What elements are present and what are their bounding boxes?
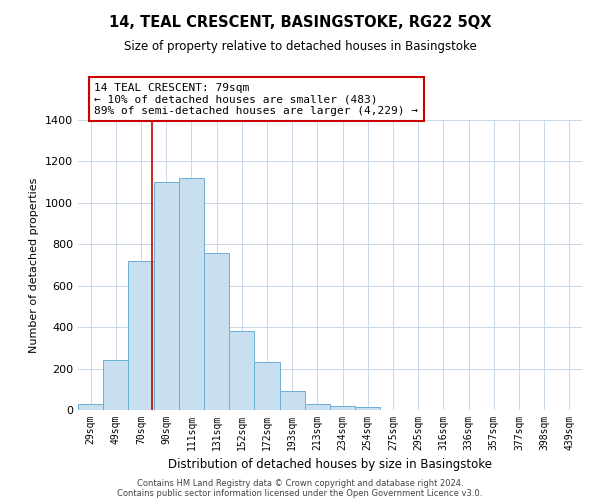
Text: 14 TEAL CRESCENT: 79sqm
← 10% of detached houses are smaller (483)
89% of semi-d: 14 TEAL CRESCENT: 79sqm ← 10% of detache… [94,82,418,116]
Bar [78,404,103,410]
Bar [103,360,128,410]
Text: 14, TEAL CRESCENT, BASINGSTOKE, RG22 5QX: 14, TEAL CRESCENT, BASINGSTOKE, RG22 5QX [109,15,491,30]
Bar [204,252,229,410]
Text: Size of property relative to detached houses in Basingstoke: Size of property relative to detached ho… [124,40,476,53]
Bar [254,362,280,410]
X-axis label: Distribution of detached houses by size in Basingstoke: Distribution of detached houses by size … [168,458,492,471]
Y-axis label: Number of detached properties: Number of detached properties [29,178,40,352]
Bar [128,261,154,410]
Text: Contains public sector information licensed under the Open Government Licence v3: Contains public sector information licen… [118,488,482,498]
Bar [330,406,355,410]
Bar [179,178,204,410]
Text: Contains HM Land Registry data © Crown copyright and database right 2024.: Contains HM Land Registry data © Crown c… [137,478,463,488]
Bar [229,332,254,410]
Bar [154,182,179,410]
Bar [280,392,305,410]
Bar [305,404,330,410]
Bar [355,407,380,410]
